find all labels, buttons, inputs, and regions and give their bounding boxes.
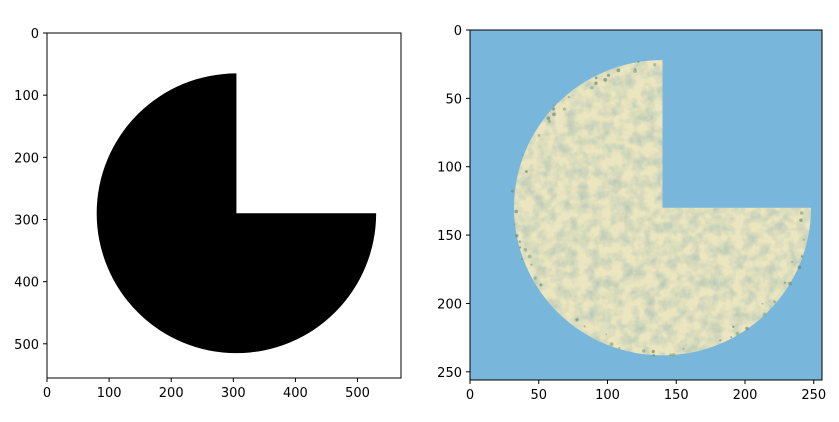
texture-speck [530, 263, 533, 266]
texture-speck [522, 154, 525, 157]
x-tick-label: 50 [530, 388, 547, 403]
right-y-ticks: 0 50 100 150 200 250 [437, 24, 470, 381]
y-tick-label: 200 [437, 297, 462, 312]
texture-speck [745, 326, 749, 331]
x-tick-label: 300 [221, 386, 246, 401]
x-tick-label: 150 [664, 388, 689, 403]
texture-speck [762, 312, 767, 317]
texture-speck [515, 234, 519, 238]
texture-speck [772, 300, 776, 304]
texture-speck [732, 325, 735, 329]
texture-speck [637, 61, 640, 64]
y-tick-label: 300 [14, 213, 39, 228]
right-x-ticks: 0 50 100 150 200 250 [466, 380, 826, 403]
texture-speck [594, 76, 598, 80]
texture-speck [735, 331, 740, 336]
x-tick-label: 100 [97, 386, 122, 401]
y-tick-label: 200 [14, 151, 39, 166]
right-image-axes: 0 50 100 150 200 250 0 50 100 150 200 250 [437, 24, 826, 403]
texture-speck [547, 119, 552, 123]
texture-speck [533, 276, 537, 280]
y-tick-label: 100 [437, 161, 462, 176]
texture-speck [518, 240, 521, 243]
texture-speck [519, 246, 522, 249]
texture-speck [634, 68, 637, 70]
texture-speck [537, 134, 541, 137]
texture-speck [606, 73, 611, 77]
texture-speck [524, 170, 528, 174]
coastline-specks [510, 61, 806, 359]
texture-speck [520, 258, 523, 260]
texture-speck [797, 265, 802, 270]
texture-speck [669, 353, 673, 357]
texture-speck [510, 189, 514, 193]
texture-speck [546, 116, 550, 120]
texture-speck [800, 255, 804, 258]
texture-speck [575, 318, 579, 322]
texture-speck [730, 336, 733, 339]
y-tick-label: 400 [14, 276, 39, 291]
left-image-axes: 0 100 200 300 400 500 0 100 200 300 400 500 [14, 27, 402, 401]
texture-speck [761, 302, 764, 305]
x-tick-label: 200 [733, 388, 758, 403]
texture-speck [527, 254, 532, 259]
left-axes-frame [46, 32, 402, 379]
texture-speck [513, 223, 516, 226]
x-tick-label: 0 [466, 388, 474, 403]
texture-speck [583, 325, 586, 328]
texture-speck [802, 238, 806, 241]
texture-speck [609, 342, 614, 347]
land-texture [514, 60, 811, 356]
right-axes-frame [469, 29, 823, 381]
texture-speck [671, 353, 676, 357]
texture-speck [567, 95, 571, 99]
texture-speck [653, 63, 657, 67]
texture-speck [642, 349, 646, 353]
left-y-ticks: 0 100 200 300 400 500 [14, 27, 47, 353]
texture-speck [799, 218, 803, 222]
texture-speck [616, 68, 621, 73]
texture-speck [562, 107, 566, 111]
texture-speck [791, 261, 794, 264]
texture-speck [590, 86, 594, 90]
texture-speck [633, 69, 638, 73]
texture-speck [783, 281, 786, 284]
texture-speck [539, 283, 543, 287]
x-tick-label: 0 [43, 386, 51, 401]
texture-speck [552, 103, 556, 107]
y-tick-label: 0 [454, 24, 462, 39]
texture-speck [552, 107, 556, 111]
texture-speck [514, 209, 518, 214]
texture-speck [603, 77, 608, 82]
texture-speck [523, 247, 528, 252]
texture-speck [618, 347, 621, 350]
texture-speck [594, 81, 598, 85]
y-tick-label: 0 [31, 27, 39, 42]
x-tick-label: 200 [159, 386, 184, 401]
y-tick-label: 250 [437, 366, 462, 381]
texture-speck [652, 354, 656, 357]
y-tick-label: 50 [445, 92, 462, 107]
texture-speck [552, 112, 556, 117]
texture-speck [651, 349, 655, 354]
left-x-ticks: 0 100 200 300 400 500 [43, 378, 370, 401]
x-tick-label: 500 [345, 386, 370, 401]
pie-mask-shape [96, 73, 377, 354]
texture-speck [649, 356, 652, 359]
y-tick-label: 500 [14, 338, 39, 353]
y-tick-label: 100 [14, 89, 39, 104]
y-tick-label: 150 [437, 229, 462, 244]
texture-speck [682, 347, 685, 350]
texture-speck [799, 211, 804, 215]
texture-speck [719, 339, 722, 342]
x-tick-label: 400 [283, 386, 308, 401]
texture-speck [788, 281, 792, 286]
x-tick-label: 250 [801, 388, 826, 403]
texture-speck [605, 333, 608, 336]
x-tick-label: 100 [595, 388, 620, 403]
